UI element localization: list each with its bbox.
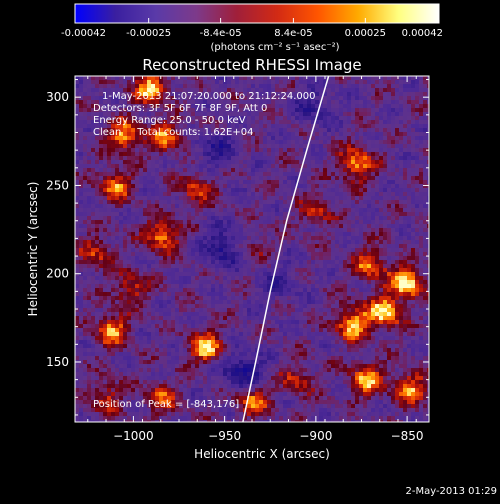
x-axis-label: Heliocentric X (arcsec): [194, 447, 330, 461]
annotation-total-counts: Clean Total counts: 1.62E+04: [93, 127, 253, 138]
colorbar-tick-label: -8.4e-05: [200, 28, 242, 39]
annotation-energy-range: Energy Range: 25.0 - 50.0 keV: [93, 115, 246, 126]
y-tick-label: 250: [46, 178, 69, 192]
colorbar: [75, 4, 439, 23]
annotation-time-range: 1-May-2013 21:07:20.000 to 21:12:24.000: [102, 91, 315, 102]
y-tick-label: 200: [46, 267, 69, 281]
x-tick-label: −950: [208, 429, 241, 443]
y-axis-label: Heliocentric Y (arcsec): [26, 182, 40, 317]
chart-title: Reconstructed RHESSI Image: [142, 56, 361, 74]
colorbar-tick-label: 0.00042: [402, 28, 443, 39]
annotation-peak-position: Position of Peak = [-843,176]: [93, 399, 239, 410]
y-tick-label: 300: [46, 90, 69, 104]
y-tick-label: 150: [46, 355, 69, 369]
x-tick-label: −900: [299, 429, 332, 443]
colorbar-tick-label: -0.00025: [126, 28, 171, 39]
x-tick-label: −1000: [113, 429, 154, 443]
x-tick-label: −850: [391, 429, 424, 443]
colorbar-tick-label: 8.4e-05: [274, 28, 312, 39]
colorbar-units-label: (photons cm⁻² s⁻¹ asec⁻²): [210, 42, 339, 53]
colorbar-tick-label: -0.00042: [61, 28, 106, 39]
colorbar-tick-label: 0.00025: [345, 28, 386, 39]
timestamp: 2-May-2013 01:29: [405, 486, 497, 497]
annotation-detectors: Detectors: 3F 5F 6F 7F 8F 9F, Att 0: [93, 103, 267, 114]
